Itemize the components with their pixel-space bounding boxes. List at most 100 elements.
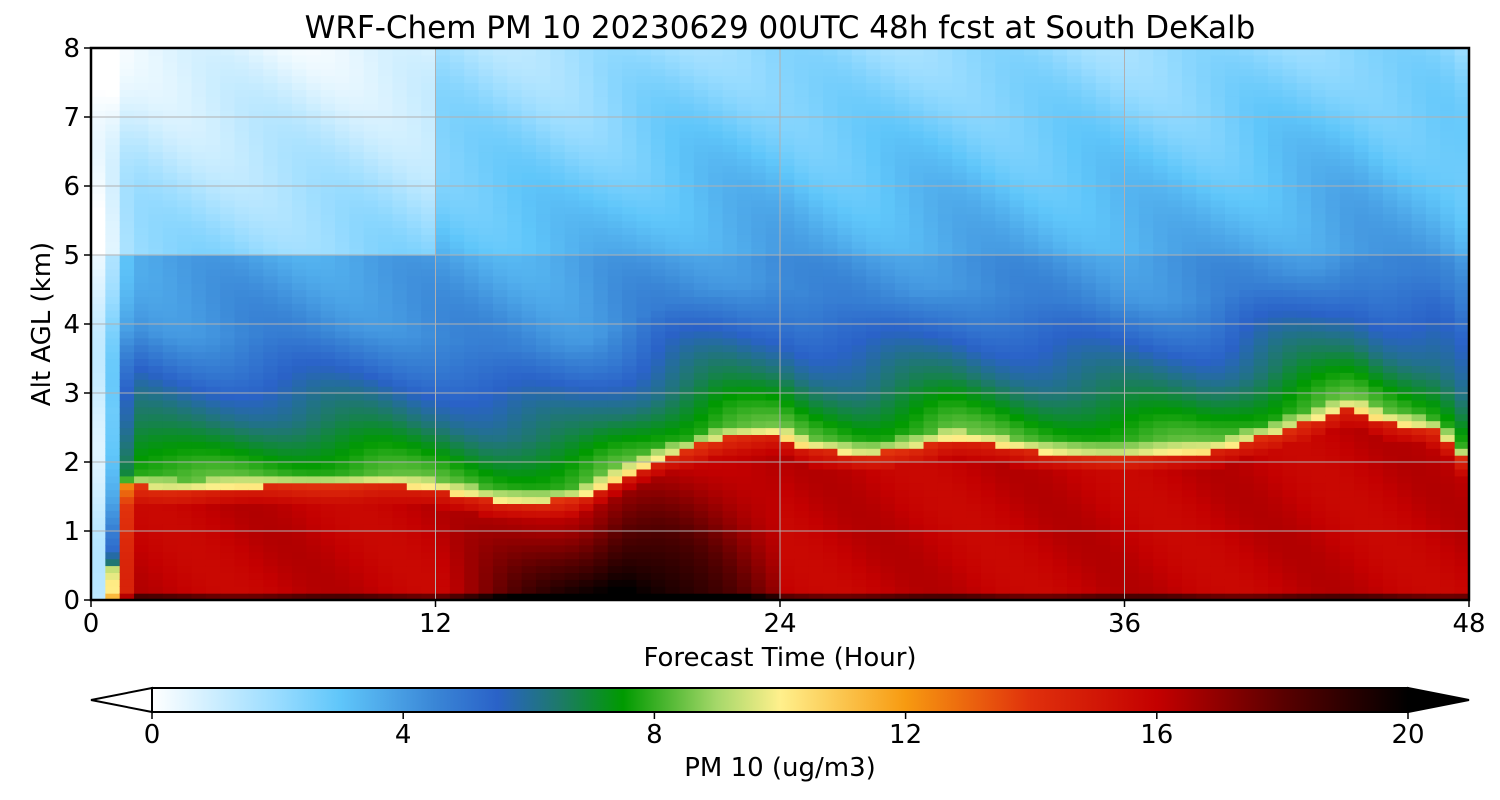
heat-cell	[665, 68, 681, 77]
heat-cell	[550, 186, 566, 194]
heat-cell	[679, 455, 695, 463]
heat-cell	[937, 61, 953, 70]
heat-cell	[780, 441, 795, 449]
heat-cell	[148, 75, 164, 84]
heat-cell	[780, 75, 795, 84]
heat-cell	[263, 448, 279, 456]
heat-cell	[220, 75, 236, 84]
heat-cell	[449, 96, 465, 104]
heat-cell	[837, 537, 853, 546]
heat-cell	[91, 317, 106, 325]
heat-cell	[134, 206, 150, 215]
heat-cell	[650, 517, 666, 525]
heat-cell	[909, 206, 925, 215]
heat-cell	[665, 365, 681, 373]
heat-cell	[205, 296, 221, 304]
heat-cell	[894, 544, 910, 553]
heat-cell	[650, 510, 666, 518]
heat-cell	[119, 75, 135, 84]
heat-cell	[866, 420, 882, 429]
heat-cell	[722, 282, 738, 291]
heat-cell	[837, 399, 853, 408]
heat-cell	[349, 358, 365, 366]
heat-cell	[837, 75, 853, 84]
heat-cell	[335, 199, 350, 208]
heat-cell	[478, 489, 494, 498]
heat-cell	[866, 165, 882, 173]
heat-cell	[636, 358, 652, 366]
heat-cell	[708, 172, 724, 180]
heat-cell	[148, 255, 164, 263]
heat-cell	[263, 96, 279, 104]
heat-cell	[923, 344, 939, 353]
heat-cell	[220, 137, 236, 146]
heat-cell	[966, 489, 982, 498]
heat-cell	[564, 172, 580, 180]
heat-cell	[837, 448, 853, 456]
heat-cell	[205, 186, 221, 194]
heat-cell	[291, 558, 307, 567]
heat-cell	[220, 386, 236, 394]
heat-cell	[177, 268, 193, 277]
heat-cell	[291, 172, 307, 180]
heat-cell	[177, 255, 193, 263]
heat-cell	[421, 310, 437, 318]
heat-cell	[851, 241, 867, 249]
heat-cell	[636, 579, 652, 587]
heat-cell	[808, 558, 824, 567]
heat-cell	[535, 220, 551, 228]
heat-cell	[449, 572, 465, 580]
heat-cell	[507, 261, 523, 270]
heat-cell	[449, 351, 465, 360]
heat-cell	[708, 220, 724, 228]
heat-cell	[866, 123, 882, 132]
heat-cell	[665, 179, 681, 187]
heat-cell	[406, 586, 422, 594]
heat-cell	[665, 427, 681, 435]
heat-cell	[205, 399, 221, 408]
heat-cell	[248, 261, 264, 270]
heat-cell	[234, 282, 250, 291]
heat-cell	[622, 586, 638, 594]
heat-cell	[923, 551, 939, 560]
heat-cell	[866, 517, 882, 525]
heat-cell	[866, 227, 882, 235]
heat-cell	[162, 517, 178, 525]
heat-cell	[923, 275, 939, 284]
heat-cell	[851, 586, 867, 594]
heat-cell	[851, 372, 867, 380]
heat-cell	[952, 482, 968, 491]
heat-cell	[91, 324, 106, 332]
heat-cell	[105, 393, 121, 401]
heat-cell	[966, 317, 982, 325]
heat-cell	[665, 82, 681, 90]
heat-cell	[521, 144, 537, 153]
heat-cell	[134, 248, 150, 256]
heat-cell	[866, 372, 882, 380]
heat-cell	[894, 172, 910, 180]
heat-cell	[162, 268, 178, 277]
heat-cell	[492, 275, 508, 284]
heat-cell	[564, 110, 580, 118]
heat-cell	[636, 524, 652, 532]
heat-cell	[866, 248, 882, 256]
heat-cell	[765, 434, 781, 442]
heat-cell	[851, 379, 867, 387]
heat-cell	[751, 206, 767, 215]
heat-cell	[722, 220, 738, 228]
heat-cell	[205, 489, 221, 498]
heat-cell	[593, 365, 609, 373]
heat-cell	[780, 434, 795, 442]
heat-cell	[105, 558, 121, 567]
heat-cell	[622, 317, 638, 325]
heat-cell	[823, 289, 839, 297]
heat-cell	[234, 96, 250, 104]
heat-cell	[894, 406, 910, 415]
heat-cell	[535, 379, 551, 387]
heat-cell	[937, 123, 953, 132]
heat-cell	[162, 337, 178, 346]
heat-cell	[363, 199, 379, 208]
heat-cell	[105, 54, 121, 63]
heat-cell	[478, 117, 494, 125]
heat-cell	[736, 296, 752, 304]
